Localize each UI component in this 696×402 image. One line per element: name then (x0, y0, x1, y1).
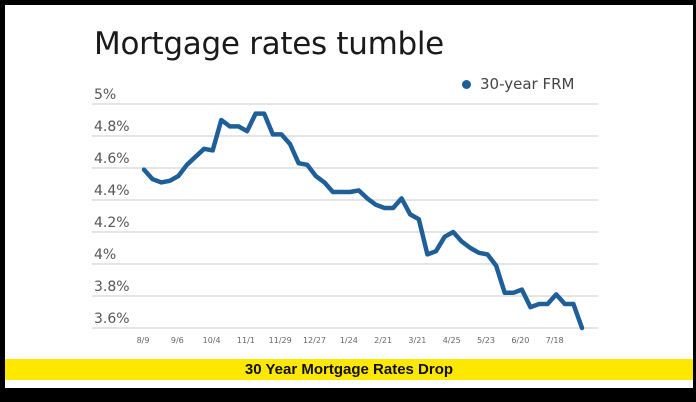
x-tick-label: 11/29 (269, 336, 292, 345)
y-tick-label: 4.8% (94, 119, 130, 135)
x-tick-label: 7/18 (546, 336, 564, 345)
y-tick-label: 4.4% (94, 183, 130, 199)
y-tick-label: 3.6% (94, 311, 130, 327)
caption-banner: 30 Year Mortgage Rates Drop (5, 359, 693, 380)
gridlines (92, 103, 598, 329)
x-tick-label: 5/23 (477, 336, 495, 345)
legend: 30-year FRM (462, 75, 574, 93)
y-tick-label: 4.6% (94, 151, 130, 167)
legend-label: 30-year FRM (480, 75, 575, 93)
x-tick-label: 8/9 (137, 336, 150, 345)
y-tick-label: 5% (94, 87, 116, 103)
x-tick-label: 4/25 (443, 336, 461, 345)
chart-title: Mortgage rates tumble (94, 26, 444, 62)
x-tick-label: 3/21 (408, 336, 426, 345)
y-axis-labels: 5% 4.8% 4.6% 4.4% 4.2% 4% 3.8% 3.6% (94, 87, 130, 327)
series-line-30-year-frm (141, 111, 585, 331)
y-tick-label: 4% (94, 247, 116, 263)
y-tick-label: 4.2% (94, 215, 130, 231)
x-tick-label: 12/27 (303, 336, 326, 345)
y-tick-label: 3.8% (94, 279, 130, 295)
x-tick-label: 11/1 (237, 336, 255, 345)
x-tick-label: 10/4 (203, 336, 221, 345)
x-axis-labels: 8/9 9/6 10/4 11/1 11/29 12/27 1/24 2/21 3/21 4/25… (137, 336, 564, 345)
x-tick-label: 9/6 (171, 336, 184, 345)
legend-dot-icon (462, 79, 471, 89)
x-tick-label: 2/21 (374, 336, 392, 345)
x-tick-label: 1/24 (340, 336, 358, 345)
x-tick-label: 6/20 (511, 336, 529, 345)
